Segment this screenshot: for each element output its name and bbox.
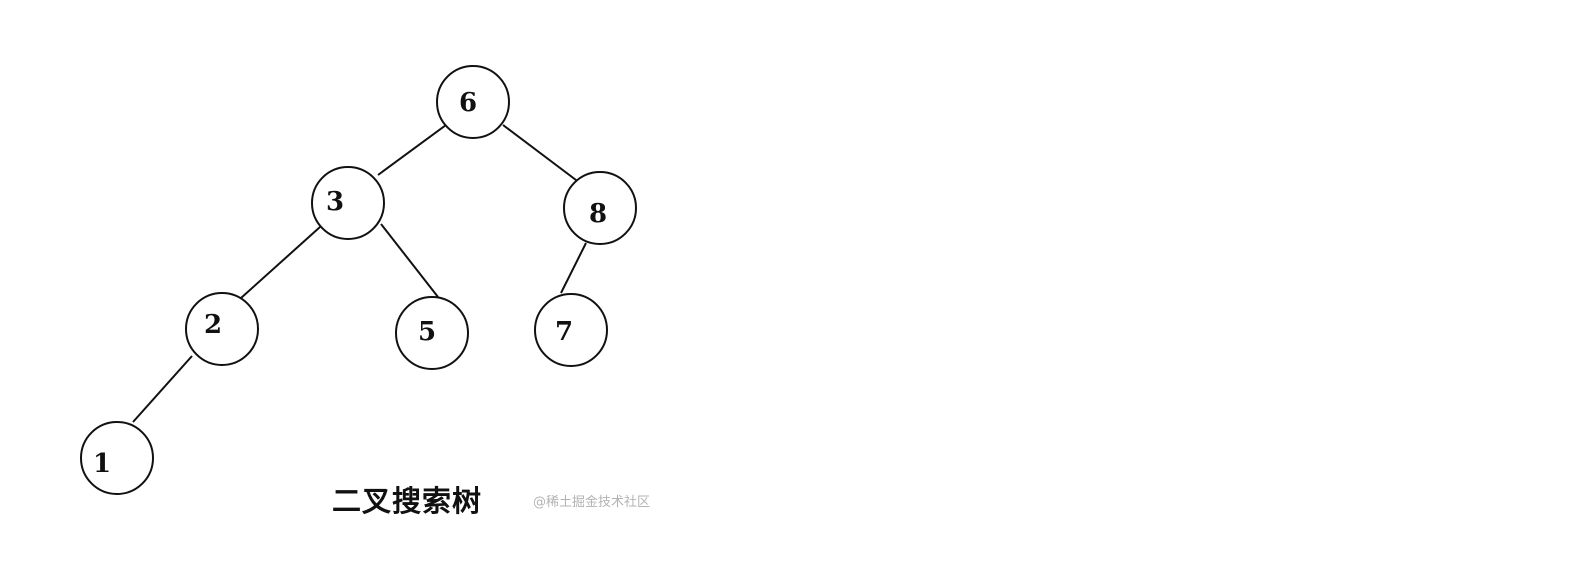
node-circle [534, 293, 608, 367]
node-label: 1 [93, 449, 111, 479]
tree-node-2: 2 [185, 292, 259, 366]
tree-edges [132, 124, 587, 423]
tree-node-8: 8 [563, 171, 637, 245]
node-label: 8 [589, 199, 607, 229]
node-circle [563, 171, 637, 245]
edge-6-3 [377, 124, 447, 176]
edge-6-8 [502, 124, 577, 181]
edge-2-1 [132, 355, 193, 423]
node-circle [80, 421, 154, 495]
diagram-caption: 二叉搜索树 [332, 484, 483, 518]
node-circle [311, 166, 385, 240]
node-label: 3 [326, 187, 344, 217]
tree-node-5: 5 [395, 296, 469, 370]
tree-node-3: 3 [311, 166, 385, 240]
node-label: 6 [459, 88, 477, 118]
edge-3-5 [380, 223, 439, 298]
node-circle [436, 65, 510, 139]
edge-3-2 [240, 226, 321, 299]
tree-node-6: 6 [436, 65, 510, 139]
node-circle [395, 296, 469, 370]
tree-node-1: 1 [80, 421, 154, 495]
node-label: 7 [555, 317, 573, 347]
tree-node-7: 7 [534, 293, 608, 367]
node-label: 5 [418, 317, 436, 347]
edge-8-7 [560, 242, 587, 294]
node-label: 2 [204, 310, 222, 340]
watermark: @稀土掘金技术社区 [533, 495, 651, 510]
node-circle [185, 292, 259, 366]
